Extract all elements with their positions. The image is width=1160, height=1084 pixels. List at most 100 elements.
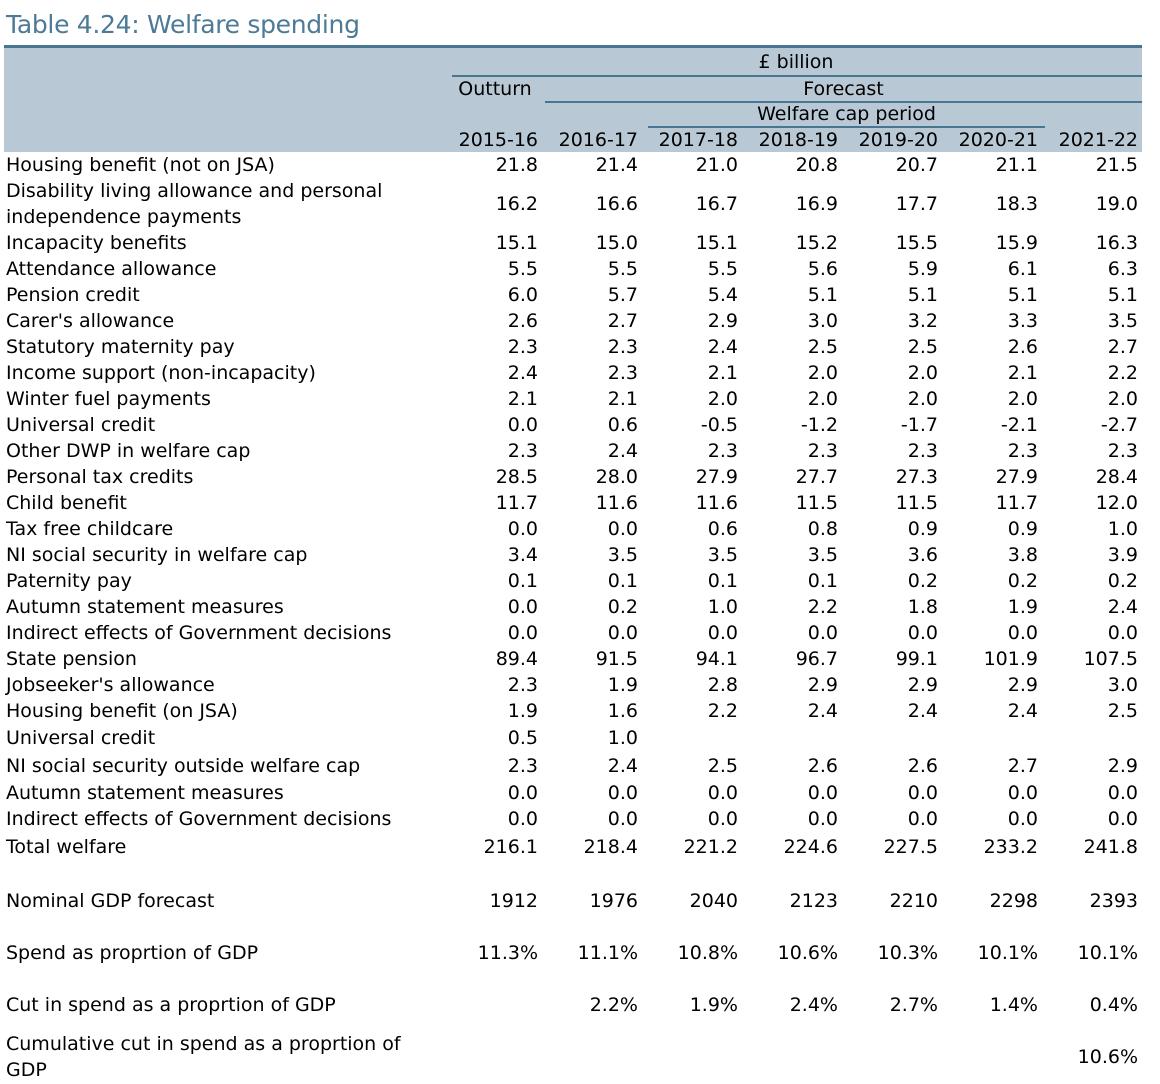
cell-value: 0.0 xyxy=(1107,808,1138,830)
cell-value: 3.6 xyxy=(907,544,938,566)
cell-value: 0.0 xyxy=(807,782,838,804)
cell-value: 2.2% xyxy=(589,994,638,1016)
year-header: 2015-16 xyxy=(458,129,538,151)
cell-value: 2.9 xyxy=(707,310,738,332)
cell-value: 2210 xyxy=(889,890,938,912)
cell-value: 3.5 xyxy=(1107,310,1138,332)
cell-value: 1.8 xyxy=(907,596,938,618)
cell-value: 0.2 xyxy=(907,570,938,592)
table-row: Other DWP in welfare cap 2.3 2.4 2.3 2.3 2.3 2… xyxy=(6,438,1138,464)
row-label: Indirect effects of Government decisions xyxy=(6,622,392,644)
table-row: Attendance allowance 5.5 5.5 5.5 5.6 5.9 6.1 6.… xyxy=(6,256,1138,282)
cell-value: 16.9 xyxy=(795,193,838,215)
cell-value: 2.9 xyxy=(1107,755,1138,777)
cell-value: 99.1 xyxy=(895,648,938,670)
cell-value: 5.5 xyxy=(707,258,738,280)
row-label: Universal credit xyxy=(6,414,156,436)
year-headers: 2015-16 2016-17 2017-18 2018-19 2019-20 2020-… xyxy=(438,128,1138,152)
table-row: Income support (non-incapacity) 2.4 2.3 2.1… xyxy=(6,360,1138,386)
cell-value: 0.0 xyxy=(507,596,538,618)
cell-value: 5.5 xyxy=(507,258,538,280)
row-label: Disability living allowance and personal… xyxy=(6,180,383,228)
cell-value: 2.6 xyxy=(507,310,538,332)
cell-value: 3.5 xyxy=(807,544,838,566)
table-row: Jobseeker's allowance 2.3 1.9 2.8 2.9 2.9 2.9 3… xyxy=(6,672,1138,698)
cell-value: 2.6 xyxy=(1007,336,1038,358)
cell-value: 6.1 xyxy=(1007,258,1038,280)
cell-value: 2.5 xyxy=(1107,700,1138,722)
cell-value: 3.8 xyxy=(1007,544,1038,566)
cell-value: 1.4% xyxy=(989,994,1038,1016)
row-label: Autumn statement measures xyxy=(6,782,284,804)
cell-value: 21.1 xyxy=(995,154,1038,176)
table-row: Personal tax credits 28.5 28.0 27.9 27.7 27.3… xyxy=(6,464,1138,490)
row-label: Tax free childcare xyxy=(6,518,174,540)
cell-value: 10.3% xyxy=(877,942,938,964)
cell-value: 91.5 xyxy=(595,648,638,670)
cell-value: 233.2 xyxy=(983,836,1038,858)
cell-value: 10.8% xyxy=(677,942,738,964)
cell-value: 2.1 xyxy=(507,388,538,410)
cell-value: 0.1 xyxy=(607,570,638,592)
cell-value: 2298 xyxy=(989,890,1038,912)
cell-value: -1.7 xyxy=(900,414,938,436)
cell-value: 15.1 xyxy=(695,232,738,254)
row-label: NI social security outside welfare cap xyxy=(6,755,361,777)
table-row: Cut in spend as a proprtion of GDP 2.2% 1.… xyxy=(6,979,1138,1031)
cell-value: 0.9 xyxy=(907,518,938,540)
cell-value: 0.9 xyxy=(1007,518,1038,540)
row-label: Universal credit xyxy=(6,727,156,749)
table-row: Tax free childcare 0.0 0.0 0.6 0.8 0.9 0.9 1.0 xyxy=(6,516,1138,542)
cell-value: 2.4 xyxy=(607,755,638,777)
cell-value: 2.3 xyxy=(507,755,538,777)
cell-value: 5.5 xyxy=(607,258,638,280)
cap-period-divider xyxy=(648,126,1045,128)
cell-value: 2.0 xyxy=(1007,388,1038,410)
cell-value: 224.6 xyxy=(783,836,838,858)
cell-value: 0.0 xyxy=(607,782,638,804)
cell-value: 2.4 xyxy=(707,336,738,358)
cell-value: 2.3 xyxy=(507,440,538,462)
table-row: Universal credit 0.0 0.6 -0.5 -1.2 -1.7 -2.1 -2… xyxy=(6,412,1138,438)
cell-value: 27.9 xyxy=(995,466,1038,488)
year-header: 2019-20 xyxy=(858,129,938,151)
cell-value: 2.1 xyxy=(607,388,638,410)
year-header: 2021-22 xyxy=(1058,129,1138,151)
year-header: 2020-21 xyxy=(958,129,1038,151)
table-row: Disability living allowance and personal… xyxy=(6,178,1138,230)
cell-value: 2.0 xyxy=(807,362,838,384)
cell-value: 2.3 xyxy=(607,362,638,384)
cell-value: 2.9 xyxy=(807,674,838,696)
cell-value: 10.1% xyxy=(977,942,1038,964)
row-label: Carer's allowance xyxy=(6,310,175,332)
row-label: Winter fuel payments xyxy=(6,388,211,410)
unit-divider xyxy=(452,75,1142,77)
cell-value: 0.0 xyxy=(707,782,738,804)
table-row: Spend as proprtion of GDP 11.3% 11.1% 10.8%… xyxy=(6,927,1138,979)
cell-value: 0.2 xyxy=(1007,570,1038,592)
year-header: 2018-19 xyxy=(758,129,838,151)
cell-value: 1912 xyxy=(489,890,538,912)
cell-value: 2.9 xyxy=(907,674,938,696)
cell-value: 3.3 xyxy=(1007,310,1038,332)
cell-value: 28.4 xyxy=(1095,466,1138,488)
cell-value: 5.1 xyxy=(1007,284,1038,306)
cell-value: 3.5 xyxy=(707,544,738,566)
cell-value: 2.2 xyxy=(1107,362,1138,384)
table-row: Pension credit 6.0 5.7 5.4 5.1 5.1 5.1 5.1 xyxy=(6,282,1138,308)
cell-value: 21.0 xyxy=(695,154,738,176)
cell-value: 3.4 xyxy=(507,544,538,566)
cell-value: 0.6 xyxy=(707,518,738,540)
cell-value: 2.9 xyxy=(1007,674,1038,696)
cell-value: 2.4 xyxy=(1107,596,1138,618)
cell-value: 15.0 xyxy=(595,232,638,254)
cell-value: 1.9 xyxy=(1007,596,1038,618)
cell-value: 96.7 xyxy=(795,648,838,670)
cell-value: 0.0 xyxy=(1007,782,1038,804)
cell-value: 27.3 xyxy=(895,466,938,488)
cell-value: 0.0 xyxy=(607,518,638,540)
cell-value: 2.7 xyxy=(1007,755,1038,777)
cell-value: 27.7 xyxy=(795,466,838,488)
cell-value: 2.3 xyxy=(607,336,638,358)
row-label: Housing benefit (not on JSA) xyxy=(6,154,275,176)
